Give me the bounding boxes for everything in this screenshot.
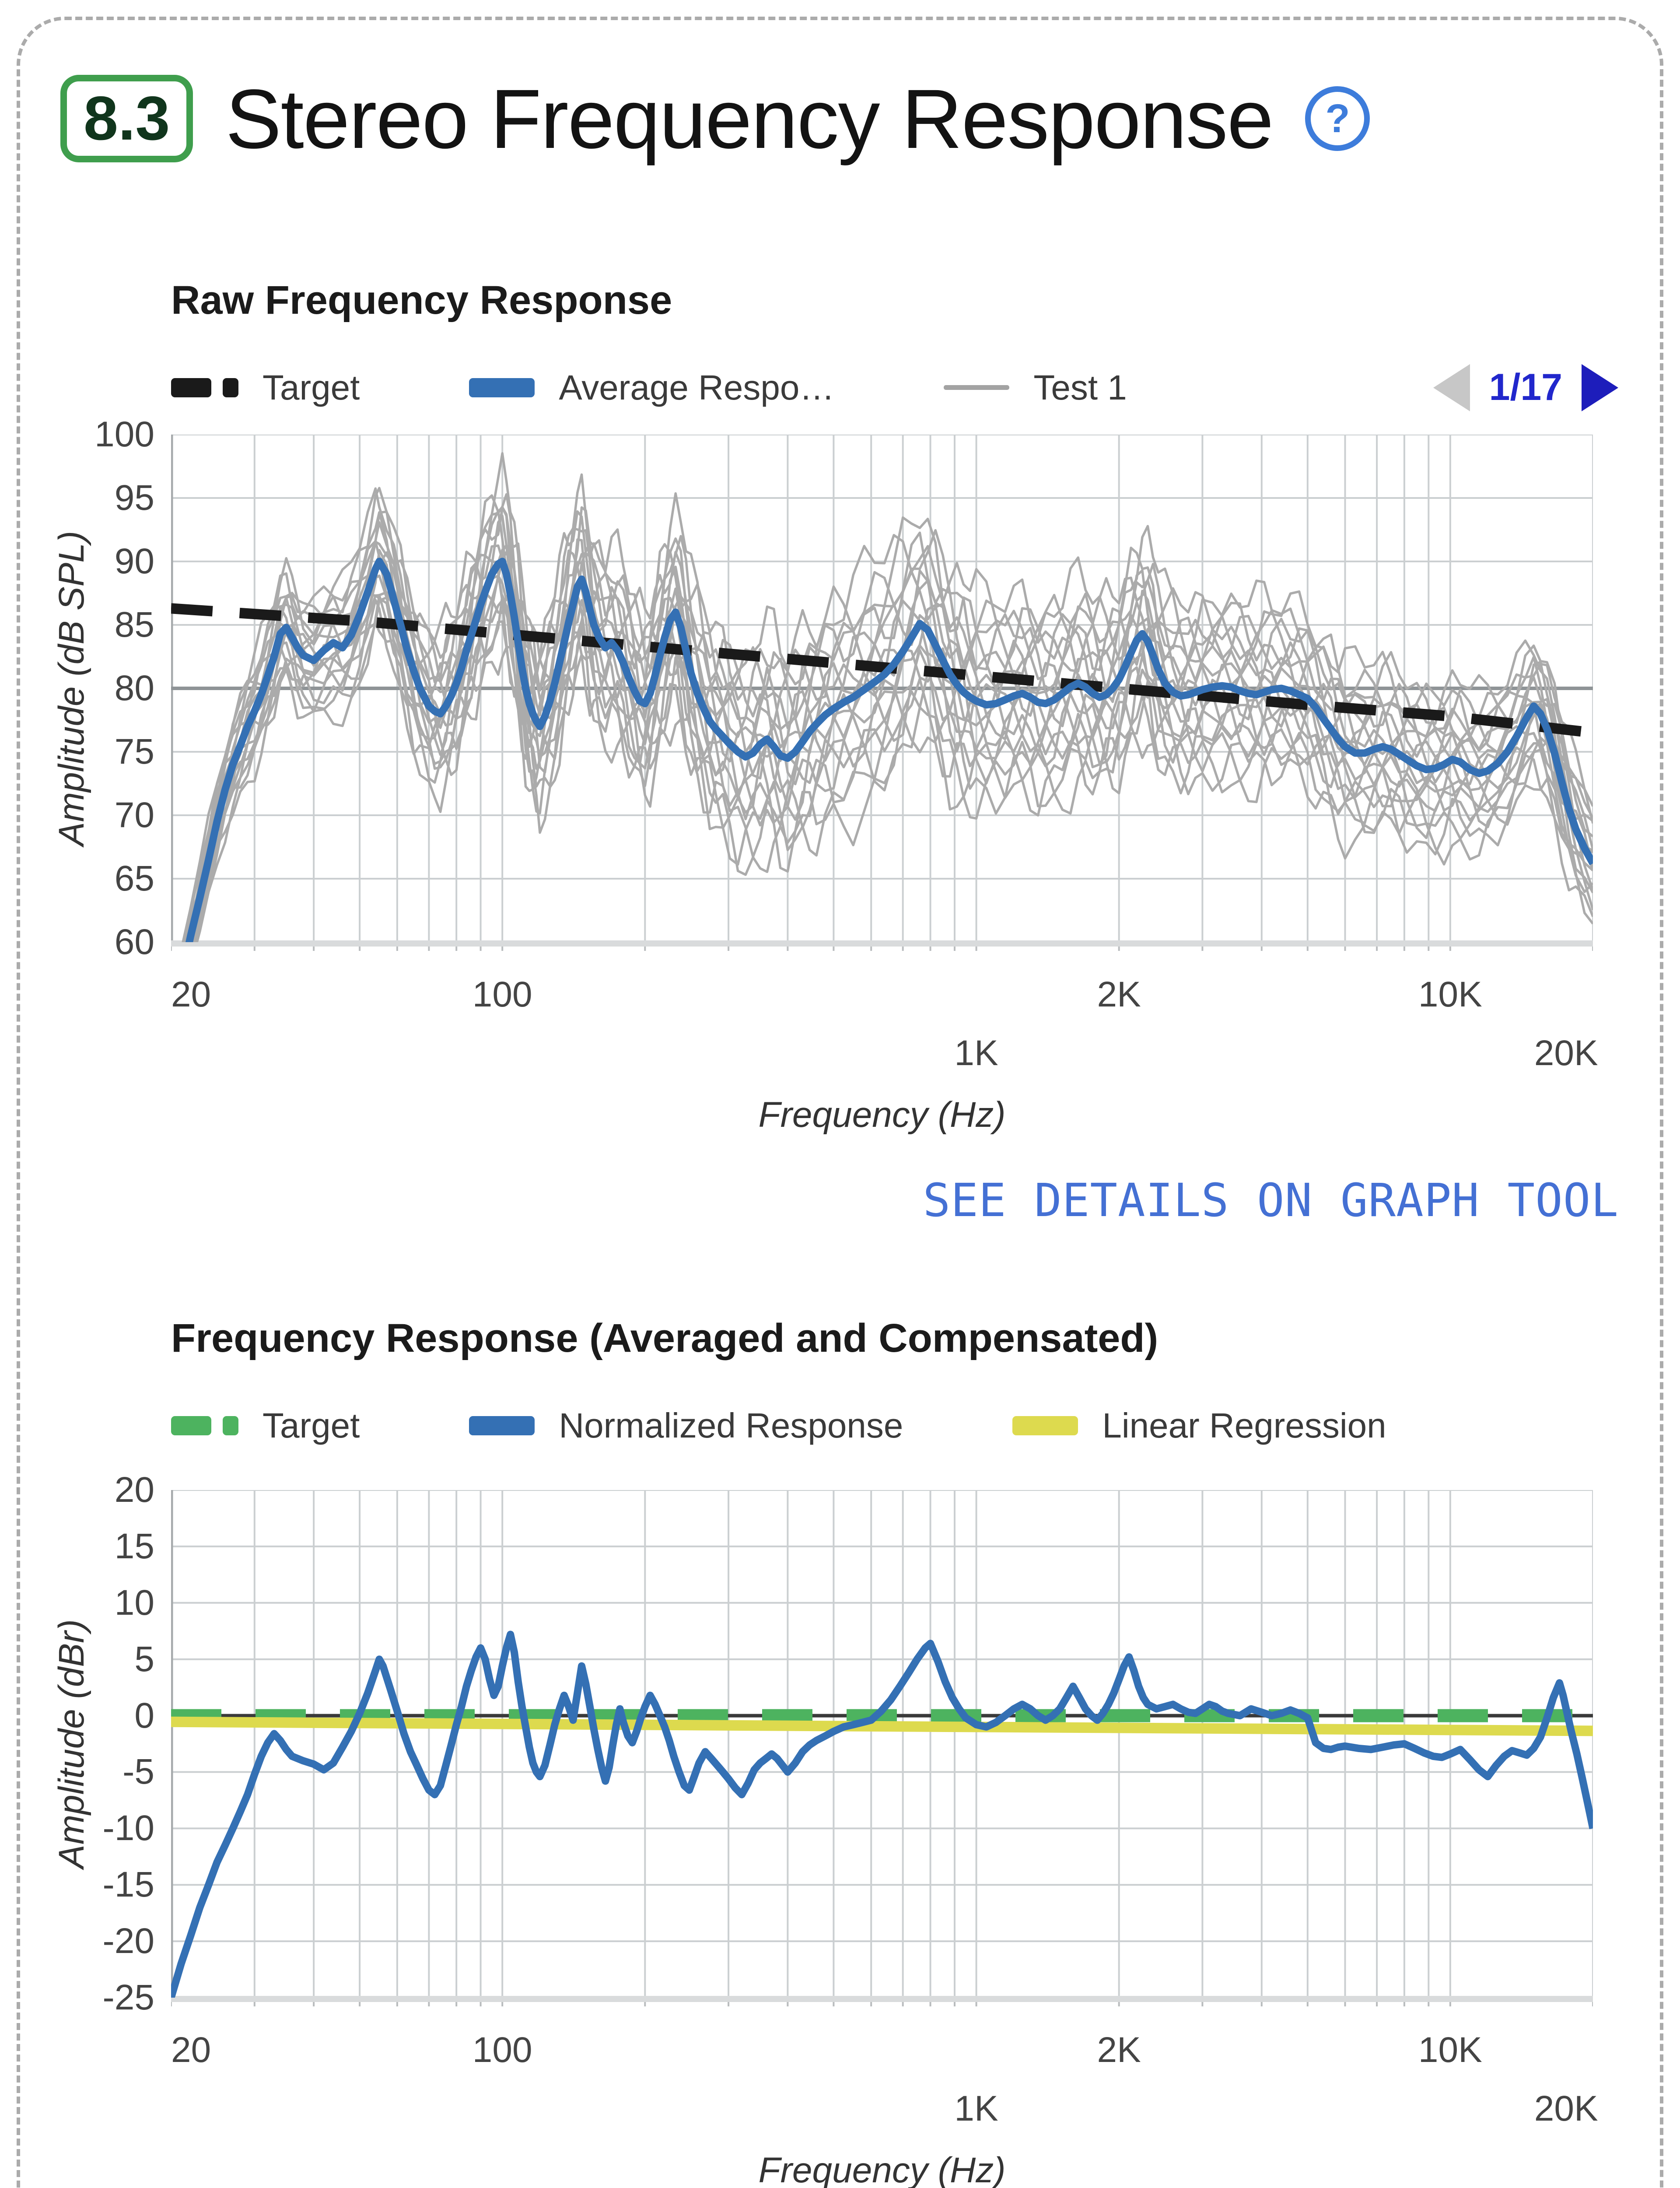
legend-swatch (171, 1416, 238, 1435)
legend-label: Test 1 (1033, 368, 1127, 407)
x-tick: 100 (472, 975, 532, 1014)
chart-title: Raw Frequency Response (171, 278, 672, 323)
compensated-frequency-response-chart: Frequency Response (Averaged and Compens… (20, 1314, 1660, 2188)
x-tick: 2K (1097, 2030, 1141, 2070)
test-traces (182, 452, 1593, 942)
x-axis-ticks: 20 100 2K 10K 1K 20K (171, 2022, 1598, 2138)
y-tick: 15 (114, 1526, 154, 1566)
x-axis-ticks: 20 100 2K 10K 1K 20K (171, 966, 1598, 1082)
x-axis-label: Frequency (Hz) (758, 1095, 1006, 1135)
legend-swatch (171, 378, 238, 397)
page-title: Stereo Frequency Response (225, 71, 1274, 166)
series-normalized-response (171, 1630, 1593, 1998)
see-details-link[interactable]: SEE DETAILS ON GRAPH TOOL (923, 1174, 1619, 1227)
x-tick: 10K (1418, 2030, 1482, 2070)
chart-plot-area: Amplitude (dBr) 20 15 10 5 0 -5 -10 -15 -20 -25 (20, 1470, 1660, 2017)
y-tick: 60 (114, 922, 154, 962)
x-tick: 20 (171, 2030, 211, 2070)
legend-swatch (469, 378, 535, 397)
y-tick: -25 (102, 1978, 154, 2017)
legend-swatch (944, 385, 1010, 390)
y-tick: 95 (114, 478, 154, 518)
legend-label: Target (262, 1406, 360, 1445)
x-tick: 10K (1418, 975, 1482, 1014)
y-tick: 100 (94, 414, 154, 454)
x-tick: 1K (954, 2089, 998, 2128)
plot-svg (171, 435, 1593, 951)
pager-prev-icon[interactable] (1433, 364, 1470, 411)
chart-legend: Target Average Respo… Test 1 1/17 (171, 364, 1618, 411)
chart-legend: Target Normalized Response Linear Regressi… (171, 1403, 1618, 1448)
test-pager: 1/17 (1433, 364, 1618, 411)
series-linear-regression (171, 1716, 1593, 1736)
legend-item-linear-regression[interactable]: Linear Regression (1012, 1406, 1386, 1446)
legend-label: Normalized Response (559, 1406, 903, 1445)
legend-item-target[interactable]: Target (171, 1406, 360, 1446)
y-tick: 5 (134, 1639, 154, 1679)
score-badge: 8.3 (60, 75, 193, 162)
y-axis-ticks: 100 95 90 85 80 75 70 65 60 (20, 414, 162, 962)
chart-title: Frequency Response (Averaged and Compens… (171, 1316, 1158, 1360)
legend-item-target[interactable]: Target (171, 368, 360, 408)
legend-item-normalized-response[interactable]: Normalized Response (469, 1406, 903, 1446)
legend-item-average-respo[interactable]: Average Respo… (469, 368, 834, 408)
y-tick: -15 (102, 1865, 154, 1904)
x-tick: 20K (1534, 1033, 1598, 1073)
series-average-response (185, 558, 1593, 942)
legend-label: Linear Regression (1102, 1406, 1386, 1445)
y-tick: -5 (122, 1752, 154, 1792)
help-icon[interactable]: ? (1305, 86, 1370, 151)
test-result-card: 8.3 Stereo Frequency Response ? Raw Freq… (17, 17, 1663, 2188)
x-tick: 100 (472, 2030, 532, 2070)
y-tick: 65 (114, 859, 154, 898)
pager-page-indicator: 1/17 (1489, 366, 1562, 408)
pager-next-icon[interactable] (1582, 364, 1618, 411)
y-tick: 85 (114, 605, 154, 645)
x-tick: 20K (1534, 2089, 1598, 2128)
plot-svg (171, 1490, 1593, 2006)
legend-item-test-1[interactable]: Test 1 (944, 368, 1127, 408)
legend-swatch (1012, 1416, 1078, 1435)
y-axis-ticks: 20 15 10 5 0 -5 -10 -15 -20 -25 (20, 1470, 162, 2017)
y-tick: 20 (114, 1470, 154, 1510)
y-tick: 10 (114, 1583, 154, 1623)
legend-swatch (469, 1416, 535, 1435)
y-tick: 70 (114, 795, 154, 835)
y-tick: 90 (114, 541, 154, 581)
x-tick: 2K (1097, 975, 1141, 1014)
y-tick: 0 (134, 1696, 154, 1736)
y-tick: 80 (114, 668, 154, 708)
x-tick: 1K (954, 1033, 998, 1073)
legend-label: Average Respo… (559, 368, 835, 407)
test-header: 8.3 Stereo Frequency Response ? (60, 68, 1660, 169)
x-tick: 20 (171, 975, 211, 1014)
raw-frequency-response-chart: Raw Frequency Response Target Average Res… (20, 276, 1660, 1227)
legend-label: Target (262, 368, 360, 407)
y-tick: -10 (102, 1808, 154, 1848)
x-axis-label: Frequency (Hz) (758, 2150, 1006, 2188)
y-tick: -20 (102, 1921, 154, 1961)
chart-plot-area: Amplitude (dB SPL) 100 95 90 85 80 75 70 65 60 (20, 414, 1660, 962)
y-tick: 75 (114, 732, 154, 771)
